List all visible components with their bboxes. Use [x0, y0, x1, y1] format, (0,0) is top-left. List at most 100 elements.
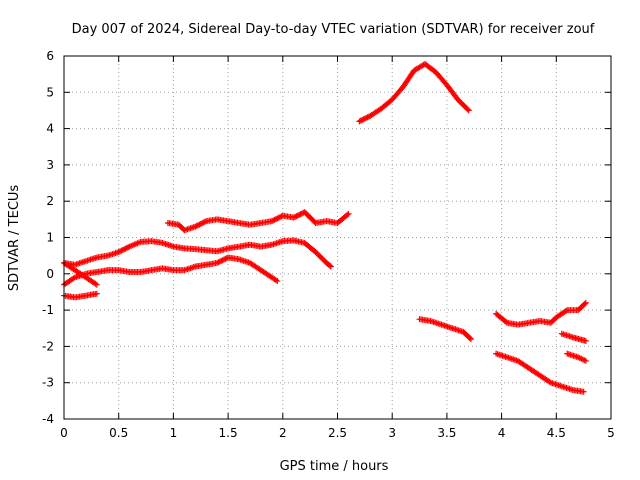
data-point-marker	[222, 255, 229, 262]
data-point-marker	[197, 220, 204, 227]
data-point-marker	[357, 117, 364, 124]
data-point-marker	[297, 211, 304, 218]
data-point-marker	[502, 318, 509, 325]
data-point-marker	[562, 308, 569, 315]
data-point-marker	[296, 211, 303, 218]
data-point-marker	[216, 258, 223, 265]
y-tick-label: 6	[46, 49, 54, 63]
y-axis-label: SDTVAR / TECUs	[7, 185, 22, 292]
data-point-marker	[275, 214, 282, 221]
x-axis: 0 0.5 1 1.5 2 2.5 3 3.5 4 4.5 5	[60, 56, 615, 440]
data-point-marker	[290, 214, 297, 221]
series-arc-b	[61, 290, 100, 301]
x-tick-label: 0	[60, 426, 68, 440]
data-point-marker	[200, 219, 207, 226]
data-point-marker	[294, 212, 301, 219]
data-point-marker	[220, 256, 227, 263]
data-point-marker	[123, 244, 130, 251]
data-point-marker	[93, 281, 100, 288]
y-tick-label: -4	[42, 412, 54, 426]
series-arc-d	[61, 254, 281, 288]
series-arc-i	[493, 299, 589, 328]
data-point-marker	[293, 213, 300, 220]
data-point-marker	[117, 248, 124, 255]
data-point-marker	[192, 223, 199, 230]
data-point-marker	[465, 107, 472, 114]
x-tick-label: 1.5	[219, 426, 238, 440]
data-point-marker	[292, 213, 299, 220]
y-tick-label: -2	[42, 339, 54, 353]
data-point-marker	[218, 257, 225, 264]
y-tick-label: -3	[42, 376, 54, 390]
series-arc-g	[416, 316, 474, 343]
data-point-marker	[118, 247, 125, 254]
y-tick-label: 4	[46, 122, 54, 136]
data-point-marker	[201, 218, 208, 225]
data-point-marker	[466, 335, 473, 342]
y-tick-label: 1	[46, 231, 54, 245]
data-markers	[61, 60, 589, 395]
data-point-marker	[581, 300, 588, 307]
series-arc-f	[356, 60, 472, 125]
data-point-marker	[582, 299, 589, 306]
y-tick-label: 5	[46, 85, 54, 99]
x-tick-label: 2	[279, 426, 287, 440]
data-point-marker	[327, 263, 334, 270]
data-point-marker	[215, 259, 222, 266]
series-arc-c	[61, 237, 334, 270]
x-tick-label: 2.5	[328, 426, 347, 440]
data-point-marker	[363, 114, 370, 121]
data-point-marker	[356, 118, 363, 125]
data-point-marker	[219, 257, 226, 264]
data-point-marker	[199, 220, 206, 227]
data-point-marker	[195, 222, 202, 229]
y-axis: -4 -3 -2 -1 0 1 2 3 4 5 6	[42, 49, 611, 426]
data-point-marker	[274, 278, 281, 285]
data-point-marker	[582, 337, 589, 344]
data-point-marker	[92, 280, 99, 287]
grid-lines	[64, 56, 611, 419]
y-tick-label: -1	[42, 303, 54, 317]
data-point-marker	[464, 106, 471, 113]
data-point-marker	[274, 215, 281, 222]
data-point-marker	[125, 244, 132, 251]
data-point-marker	[115, 249, 122, 256]
x-axis-label: GPS time / hours	[280, 459, 389, 474]
data-point-marker	[196, 221, 203, 228]
data-point-marker	[122, 245, 129, 252]
x-tick-label: 5	[607, 426, 615, 440]
data-point-marker	[270, 217, 277, 224]
data-point-marker	[119, 246, 126, 253]
series-arc-e	[164, 209, 352, 234]
data-point-marker	[580, 388, 587, 395]
data-point-marker	[268, 218, 275, 225]
data-point-marker	[582, 357, 589, 364]
data-point-marker	[277, 214, 284, 221]
x-tick-label: 0.5	[109, 426, 128, 440]
data-point-marker	[93, 290, 100, 297]
x-tick-label: 1	[170, 426, 178, 440]
data-point-marker	[359, 116, 366, 123]
chart-title: Day 007 of 2024, Sidereal Day-to-day VTE…	[72, 22, 595, 37]
y-tick-label: 0	[46, 267, 54, 281]
y-tick-label: 2	[46, 194, 54, 208]
series-arc-k	[564, 350, 589, 364]
data-point-marker	[193, 222, 200, 229]
x-tick-label: 4	[498, 426, 506, 440]
y-tick-label: 3	[46, 158, 54, 172]
data-point-marker	[272, 216, 279, 223]
data-point-marker	[364, 114, 371, 121]
series-arc-h	[493, 350, 587, 395]
data-point-marker	[271, 216, 278, 223]
data-point-marker	[214, 259, 221, 266]
data-point-marker	[326, 262, 333, 269]
data-point-marker	[121, 246, 128, 253]
data-point-marker	[345, 210, 352, 217]
x-tick-label: 4.5	[547, 426, 566, 440]
data-point-marker	[361, 115, 368, 122]
series-arc-j	[558, 330, 589, 344]
data-point-marker	[467, 336, 474, 343]
x-tick-label: 3	[388, 426, 396, 440]
